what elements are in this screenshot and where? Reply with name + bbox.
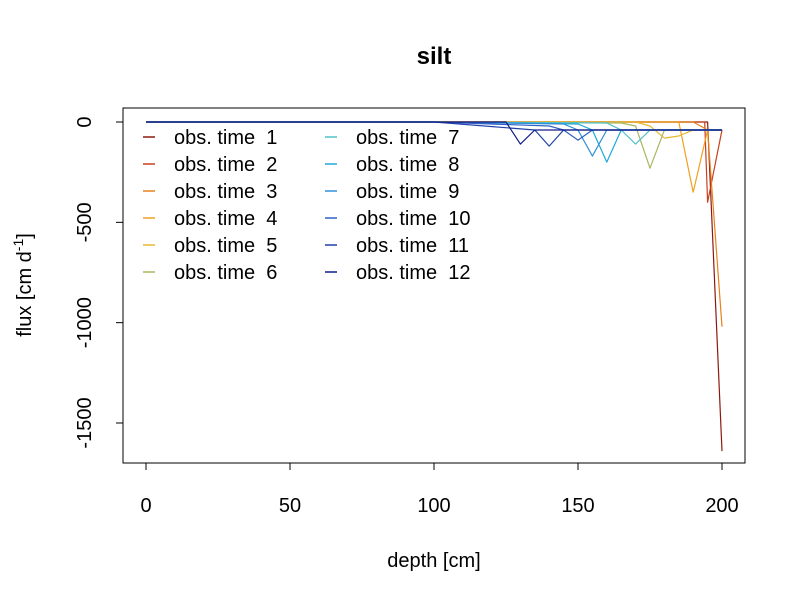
y-tick-label: -500: [74, 202, 96, 242]
legend-label-9: obs. time 9: [356, 181, 459, 203]
series-line-12: [146, 121, 722, 145]
x-axis: 0 50 100 150 200: [140, 462, 739, 517]
x-tick-label: 150: [561, 495, 594, 517]
y-tick-label: -1500: [74, 397, 96, 448]
legend: obs. time 1 obs. time 2 obs. time 3 obs. ti…: [143, 127, 471, 284]
x-tick-label: 100: [417, 495, 450, 517]
chart-title: silt: [417, 43, 452, 70]
legend-label-2: obs. time 2: [174, 154, 277, 176]
legend-label-12: obs. time 12: [356, 262, 471, 284]
y-tick-label: 0: [74, 116, 96, 127]
series-group: [146, 121, 723, 452]
y-axis-label-main: flux [cm d: [14, 251, 36, 337]
y-axis-label-sup: -1: [10, 239, 26, 252]
legend-label-6: obs. time 6: [174, 262, 277, 284]
legend-label-8: obs. time 8: [356, 154, 459, 176]
x-axis-label: depth [cm]: [387, 550, 480, 572]
legend-label-4: obs. time 4: [174, 208, 277, 230]
y-axis: 0 -500 -1000 -1500: [74, 116, 124, 449]
legend-label-5: obs. time 5: [174, 235, 277, 257]
legend-label-3: obs. time 3: [174, 181, 277, 203]
legend-label-1: obs. time 1: [174, 127, 277, 149]
legend-label-11: obs. time 11: [356, 235, 469, 257]
x-tick-label: 0: [140, 495, 151, 517]
y-axis-label: flux [cm d-1]: [10, 233, 36, 337]
y-tick-label: -1000: [74, 297, 96, 348]
legend-label-7: obs. time 7: [356, 127, 459, 149]
x-tick-label: 50: [279, 495, 301, 517]
y-axis-label-end: ]: [14, 233, 36, 239]
x-tick-label: 200: [705, 495, 738, 517]
legend-label-10: obs. time 10: [356, 208, 471, 230]
